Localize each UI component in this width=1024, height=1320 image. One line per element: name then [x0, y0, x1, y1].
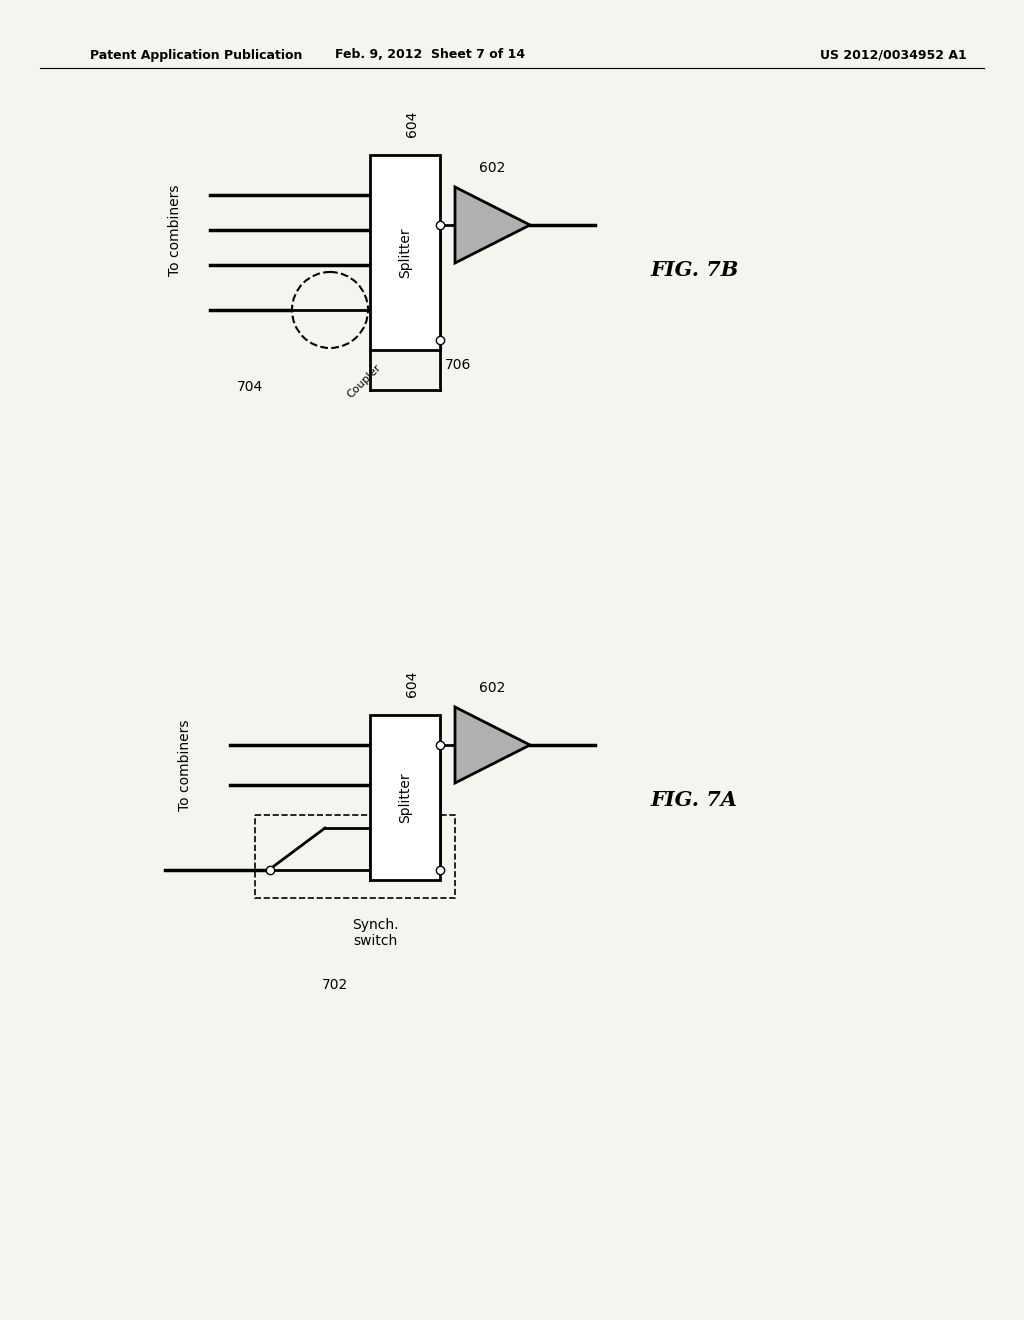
Text: Splitter: Splitter	[398, 227, 412, 277]
Polygon shape	[455, 708, 530, 783]
Text: 604: 604	[406, 671, 419, 697]
Text: 604: 604	[406, 111, 419, 137]
Text: Coupler: Coupler	[345, 362, 383, 400]
Text: 704: 704	[237, 380, 263, 393]
Text: To combiners: To combiners	[178, 719, 193, 810]
Text: Synch.
switch: Synch. switch	[352, 917, 398, 948]
Text: FIG. 7B: FIG. 7B	[650, 260, 738, 280]
Text: FIG. 7A: FIG. 7A	[650, 789, 737, 810]
Text: 702: 702	[322, 978, 348, 993]
Text: To combiners: To combiners	[168, 185, 182, 276]
Text: US 2012/0034952 A1: US 2012/0034952 A1	[820, 49, 967, 62]
Polygon shape	[455, 187, 530, 263]
Text: Patent Application Publication: Patent Application Publication	[90, 49, 302, 62]
Text: 706: 706	[445, 358, 471, 372]
Bar	[370, 154, 440, 350]
Bar	[255, 814, 455, 898]
Text: 602: 602	[479, 161, 506, 176]
Text: Feb. 9, 2012  Sheet 7 of 14: Feb. 9, 2012 Sheet 7 of 14	[335, 49, 525, 62]
Text: Splitter: Splitter	[398, 772, 412, 822]
Text: 602: 602	[479, 681, 506, 696]
Bar	[370, 715, 440, 880]
